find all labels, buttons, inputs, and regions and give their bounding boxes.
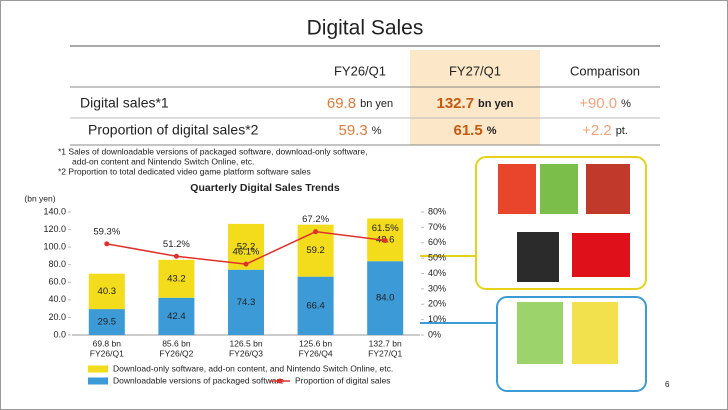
bar-value-label: 43.2 <box>167 273 186 284</box>
y2-tick-label: 10% <box>428 314 446 324</box>
row-label: Digital sales*1 <box>80 95 169 111</box>
bar-value-label: 74.3 <box>237 297 256 308</box>
column-header: FY26/Q1 <box>334 63 386 78</box>
bar-segment <box>228 269 264 335</box>
cell-value: 59.3 <box>339 122 368 139</box>
footnote: *1 Sales of downloadable versions of pac… <box>58 146 368 156</box>
total-label: 132.7 bn <box>369 338 402 348</box>
chart-title: Quarterly Digital Sales Trends <box>190 182 340 194</box>
line-point <box>313 229 319 235</box>
legend-label: Downloadable versions of packaged softwa… <box>113 375 284 385</box>
legend-swatch <box>88 377 108 385</box>
bar-segment <box>88 309 125 335</box>
y2-tick-label: 70% <box>428 222 446 232</box>
highlight-column <box>410 50 540 145</box>
bar-value-label: 59.2 <box>306 245 325 256</box>
cell-unit: % <box>487 125 497 137</box>
line-value-label: 67.2% <box>302 214 329 225</box>
line-point <box>173 253 179 259</box>
y2-tick-label: 40% <box>428 268 446 278</box>
x-tick-label: FY26/Q2 <box>159 348 193 358</box>
slide-title: Digital Sales <box>307 17 424 40</box>
y-tick-label: 100.0 <box>43 242 66 252</box>
y-tick-label: 80.0 <box>48 259 66 269</box>
legend-label: Proportion of digital sales <box>295 375 390 385</box>
product-image <box>572 233 630 277</box>
cell-value: 61.5 <box>454 122 483 139</box>
bar-segment <box>158 259 195 298</box>
bar-value-label: 52.2 <box>237 241 256 252</box>
line-point <box>382 237 388 243</box>
cell: +2.2 pt. <box>582 122 628 139</box>
cell: 132.7 bn yen <box>437 95 514 112</box>
y-tick-label: 60.0 <box>48 277 66 287</box>
x-tick-label: FY27/Q1 <box>368 348 402 358</box>
product-image <box>517 232 559 282</box>
line-point <box>243 261 249 267</box>
line-value-label: 61.5% <box>372 223 399 234</box>
y2-tick-label: 80% <box>428 206 446 216</box>
y2-tick-label: 60% <box>428 237 446 247</box>
cell: 61.5% <box>454 122 497 139</box>
line-value-label: 46.1% <box>233 247 260 258</box>
total-label: 85.6 bn <box>162 338 191 348</box>
cell: 59.3% <box>339 122 382 139</box>
cell-unit: bn yen <box>360 98 393 110</box>
cell-value: +2.2 <box>582 122 612 139</box>
bar-segment <box>88 273 125 310</box>
y2-tick-label: 20% <box>428 299 446 309</box>
cell-value: 132.7 <box>437 95 475 112</box>
legend-swatch <box>88 365 108 373</box>
y-tick-label: 140.0 <box>43 206 66 216</box>
bar-segment <box>158 297 195 335</box>
bar-value-label: 29.5 <box>98 317 117 328</box>
y2-tick-label: 0% <box>428 329 441 339</box>
total-label: 125.6 bn <box>299 338 332 348</box>
product-image <box>586 164 630 214</box>
bar-value-label: 42.4 <box>167 311 186 322</box>
footnote: *2 Proportion to total dedicated video g… <box>58 166 311 176</box>
product-image <box>540 164 578 214</box>
cell-unit: % <box>372 125 382 137</box>
total-label: 69.8 bn <box>93 338 122 348</box>
cell-unit: % <box>621 98 631 110</box>
y-tick-label: 120.0 <box>43 224 66 234</box>
cell-unit: bn yen <box>478 98 514 110</box>
bar-segment <box>367 261 404 335</box>
product-image <box>517 302 563 364</box>
cell-value: +90.0 <box>579 95 617 112</box>
cell: 69.8 bn yen <box>327 95 393 112</box>
cell: +90.0% <box>579 95 631 112</box>
row-label: Proportion of digital sales*2 <box>88 122 259 138</box>
x-tick-label: FY26/Q4 <box>299 348 333 358</box>
y-tick-label: 40.0 <box>48 294 66 304</box>
line-value-label: 59.3% <box>93 226 120 237</box>
bar-segment <box>297 276 334 335</box>
product-image <box>498 164 536 214</box>
x-tick-label: FY26/Q3 <box>229 348 263 358</box>
total-label: 126.5 bn <box>229 338 262 348</box>
y-tick-label: 0.0 <box>53 329 66 339</box>
y-axis-label: (bn yen) <box>24 193 55 203</box>
page-number: 6 <box>665 380 670 389</box>
line-point <box>104 241 110 247</box>
cell-unit: pt. <box>616 125 628 137</box>
line-value-label: 51.2% <box>163 239 190 250</box>
column-header: Comparison <box>570 63 640 78</box>
column-header: FY27/Q1 <box>449 63 501 78</box>
legend-label: Download-only software, add-on content, … <box>113 363 393 373</box>
bar-value-label: 84.0 <box>376 293 395 304</box>
bar-value-label: 66.4 <box>306 300 325 311</box>
y-tick-label: 20.0 <box>48 312 66 322</box>
y2-tick-label: 30% <box>428 283 446 293</box>
x-tick-label: FY26/Q1 <box>90 348 124 358</box>
footnote: add-on content and Nintendo Switch Onlin… <box>72 156 254 166</box>
product-image <box>572 302 618 364</box>
bar-value-label: 40.3 <box>98 286 117 297</box>
y2-tick-label: 50% <box>428 253 446 263</box>
legend-marker <box>277 378 283 384</box>
cell-value: 69.8 <box>327 95 356 112</box>
